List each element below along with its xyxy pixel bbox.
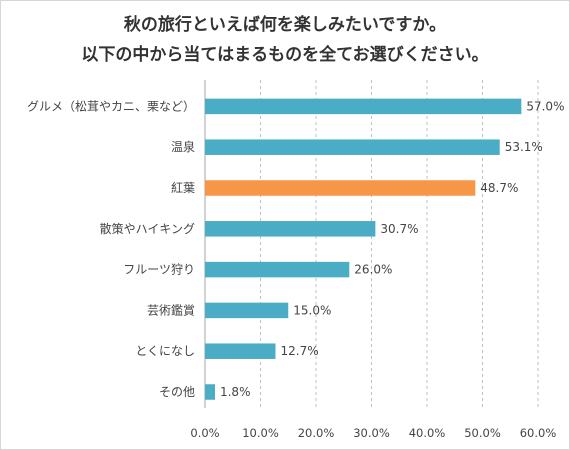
x-tick-label: 40.0% (409, 426, 446, 440)
category-label: フルーツ狩り (123, 262, 195, 277)
chart-title-line-2: 以下の中から当てはまるものを全てお選びください。 (81, 45, 489, 65)
data-label: 15.0% (293, 303, 331, 317)
bar (205, 221, 376, 237)
x-tick-label: 0.0% (190, 426, 219, 440)
data-label: 26.0% (354, 263, 392, 277)
bar (205, 180, 476, 196)
data-label: 57.0% (526, 99, 564, 113)
data-label: 1.8% (220, 385, 251, 399)
category-label: とくになし (135, 344, 195, 358)
data-label: 12.7% (280, 344, 318, 358)
chart-title-line-1: 秋の旅行といえば何を楽しみたいですか。 (123, 15, 447, 35)
category-label: 紅葉 (171, 181, 195, 195)
x-tick-label: 60.0% (520, 426, 557, 440)
category-label: 散策やハイキング (100, 221, 195, 236)
data-label: 53.1% (505, 140, 543, 154)
x-tick-label: 10.0% (242, 426, 279, 440)
bar (205, 302, 289, 319)
category-label: グルメ（松茸やカニ、栗など） (27, 99, 195, 113)
data-label: 30.7% (380, 222, 418, 236)
bar (205, 98, 522, 115)
category-label: 温泉 (171, 140, 195, 154)
bar (205, 384, 215, 400)
data-label: 48.7% (480, 181, 518, 195)
x-tick-label: 50.0% (464, 426, 501, 440)
bar (205, 139, 500, 155)
bar (205, 261, 350, 278)
x-tick-label: 20.0% (298, 426, 335, 440)
category-label: その他 (159, 385, 195, 399)
category-label: 芸術鑑賞 (147, 302, 195, 317)
x-tick-label: 30.0% (353, 426, 390, 440)
bar (205, 343, 276, 359)
